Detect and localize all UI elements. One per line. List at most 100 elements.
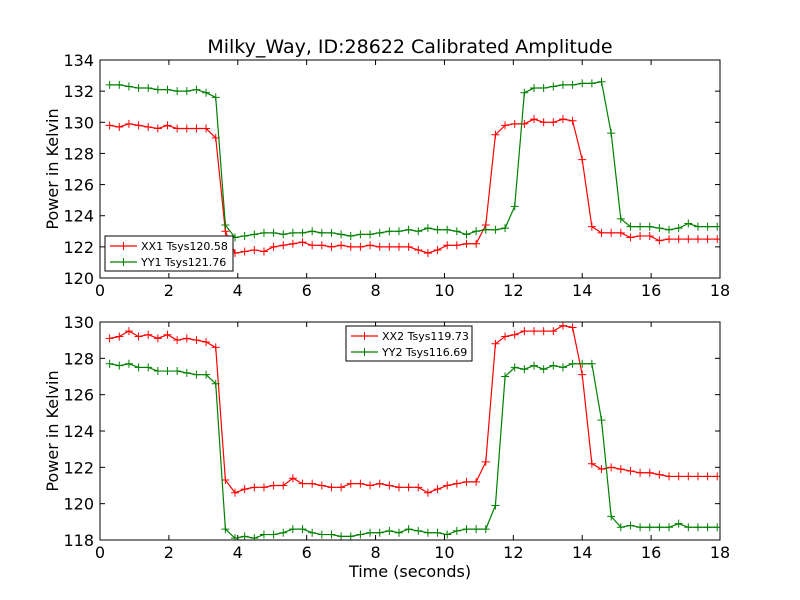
data-point <box>404 525 413 534</box>
data-point <box>443 241 452 250</box>
data-point <box>674 235 683 244</box>
y-tick-label: 122 <box>63 458 94 477</box>
data-point <box>443 481 452 490</box>
data-point <box>279 230 288 239</box>
data-point <box>530 84 538 93</box>
data-point <box>684 235 693 244</box>
data-point <box>269 228 278 237</box>
data-point <box>655 523 664 532</box>
y-tick-label: 132 <box>63 82 94 101</box>
data-point <box>356 230 365 239</box>
data-point <box>501 121 510 130</box>
data-point <box>645 468 654 477</box>
data-point <box>279 481 288 490</box>
data-point <box>308 528 317 537</box>
data-point <box>124 327 133 336</box>
data-point <box>163 85 172 94</box>
data-point <box>491 339 500 348</box>
x-tick-label: 18 <box>710 543 730 562</box>
data-point <box>182 368 191 377</box>
data-point <box>124 359 133 368</box>
data-point <box>250 483 259 492</box>
y-tick-label: 130 <box>63 113 94 132</box>
data-point <box>269 242 278 251</box>
data-point <box>665 472 674 481</box>
data-point <box>684 523 693 532</box>
data-point <box>433 485 442 494</box>
data-point <box>202 88 211 97</box>
data-point <box>173 124 182 133</box>
data-point <box>385 227 394 236</box>
data-point <box>346 231 355 240</box>
data-point <box>433 225 442 234</box>
data-point <box>491 501 500 510</box>
data-point <box>674 472 683 481</box>
data-point <box>404 242 413 251</box>
data-point <box>366 481 375 490</box>
data-point <box>626 466 635 475</box>
data-point <box>144 330 153 339</box>
data-point <box>134 363 143 372</box>
data-point <box>317 241 326 250</box>
data-point <box>337 230 346 239</box>
data-point <box>568 323 577 332</box>
data-point <box>394 242 403 251</box>
y-tick-label: 134 <box>63 51 94 70</box>
data-point <box>327 483 336 492</box>
data-point <box>115 122 124 131</box>
data-point <box>472 525 481 534</box>
data-point <box>105 80 114 89</box>
data-point <box>414 227 423 236</box>
data-point <box>385 242 394 251</box>
data-point <box>626 233 635 242</box>
data-point <box>192 336 201 345</box>
data-point <box>240 485 249 494</box>
data-point <box>693 472 702 481</box>
y-axis-label: Power in Kelvin <box>43 370 62 491</box>
legend-label: YY1 Tsys121.76 <box>140 256 226 269</box>
data-point <box>530 115 538 124</box>
data-point <box>375 242 384 251</box>
data-point <box>636 523 645 532</box>
data-point <box>539 365 548 374</box>
data-point <box>163 367 172 376</box>
data-point <box>192 370 201 379</box>
data-point <box>240 532 249 540</box>
data-point <box>568 116 577 125</box>
data-point <box>163 330 172 339</box>
data-point <box>452 479 461 488</box>
data-point <box>423 528 432 537</box>
data-point <box>636 222 645 231</box>
data-point <box>452 241 461 250</box>
series-line <box>109 324 718 494</box>
data-point <box>346 532 355 540</box>
data-point <box>510 363 519 372</box>
y-tick-label: 128 <box>63 349 94 368</box>
data-point <box>144 122 153 131</box>
data-point <box>356 242 365 251</box>
x-tick-label: 14 <box>572 281 592 300</box>
data-point <box>597 228 606 237</box>
data-point <box>337 241 346 250</box>
data-point <box>115 80 124 89</box>
data-point <box>539 84 548 93</box>
x-tick-label: 4 <box>233 543 243 562</box>
legend-marker <box>360 348 369 356</box>
data-point <box>655 236 664 245</box>
data-point <box>366 241 375 250</box>
data-point <box>423 224 432 233</box>
data-point <box>693 523 702 532</box>
data-point <box>597 416 606 425</box>
data-point <box>452 526 461 535</box>
data-point <box>298 479 307 488</box>
data-point <box>578 155 587 164</box>
data-point <box>414 245 423 254</box>
x-tick-label: 2 <box>164 543 174 562</box>
data-point <box>510 202 519 211</box>
data-point <box>558 115 567 124</box>
data-point <box>520 88 529 97</box>
data-point <box>607 129 616 138</box>
y-tick-label: 126 <box>63 176 94 195</box>
data-point <box>144 84 153 93</box>
data-point <box>510 119 519 128</box>
